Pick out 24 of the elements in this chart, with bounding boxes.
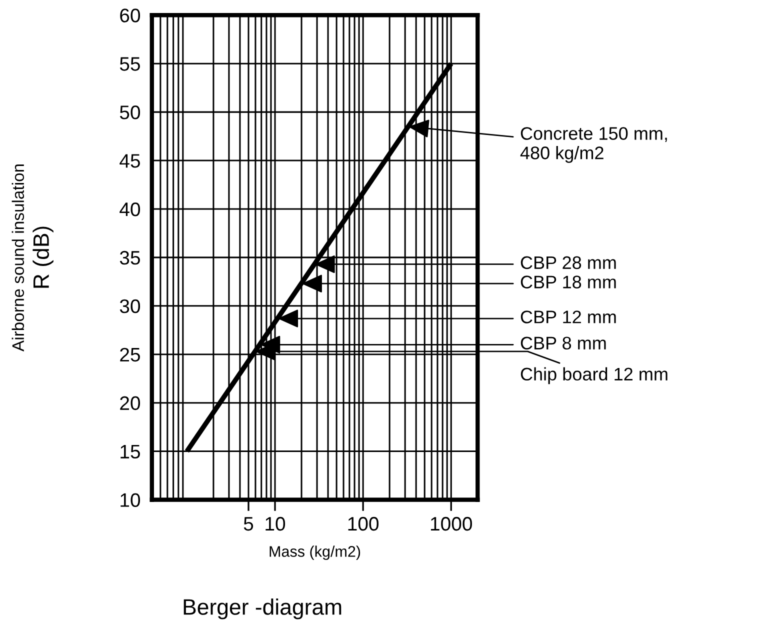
- x-tick-label: 1000: [430, 516, 472, 531]
- annotation: Concrete 150 mm, 480 kg/m2: [520, 127, 667, 163]
- y-tick-label: 60: [120, 8, 140, 22]
- x-tick-label: 5: [244, 517, 254, 531]
- y-tick-label: 35: [120, 250, 140, 265]
- annotation: CBP 12 mm: [520, 310, 616, 324]
- y-tick-label: 40: [120, 202, 140, 216]
- annotation: CBP 18 mm: [520, 276, 616, 288]
- y-tick-label: 25: [120, 348, 140, 362]
- y-tick-label: 55: [120, 57, 140, 71]
- y-tick-label: 15: [120, 444, 140, 459]
- y-axis-title: Airborne sound insulation R (dB): [12, 164, 54, 352]
- x-axis-title: Mass (kg/m2): [270, 546, 360, 560]
- x-tick-label: 100: [348, 516, 379, 531]
- y-tick-label: 45: [120, 154, 140, 168]
- annotation: CBP 8 mm: [520, 336, 606, 350]
- annotation: CBP 28 mm: [520, 256, 616, 270]
- y-tick-label: 10: [120, 493, 140, 507]
- y-tick-label: 50: [120, 106, 140, 120]
- x-tick-label: 10: [266, 516, 286, 531]
- annotation: Chip board 12 mm: [520, 367, 668, 384]
- y-tick-label: 20: [120, 396, 140, 410]
- y-tick-label: 30: [120, 299, 140, 314]
- text: Berger -diagram: [184, 598, 342, 620]
